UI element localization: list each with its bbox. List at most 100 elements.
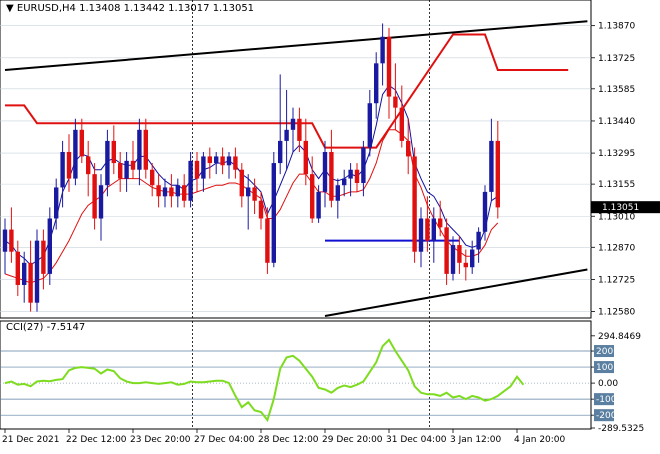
candle-body bbox=[450, 245, 456, 274]
candle-body bbox=[335, 185, 340, 201]
candle-body bbox=[425, 218, 430, 241]
candle-body bbox=[399, 107, 404, 141]
candle-body bbox=[73, 129, 78, 179]
cci-plot-frame bbox=[0, 320, 592, 430]
current-price-marker bbox=[591, 201, 660, 214]
collapse-arrow-icon[interactable]: ▼ bbox=[6, 3, 14, 14]
upper-trendline bbox=[4, 20, 588, 71]
price-tick-label: 1.12870 bbox=[598, 243, 635, 253]
candle-body bbox=[182, 185, 187, 201]
candle-body bbox=[47, 218, 52, 274]
symbol-label: EURUSD,H4 bbox=[16, 3, 76, 14]
candle-body bbox=[418, 218, 424, 252]
price-axis: 1.13870 1.13725 1.13585 1.13440 1.13295 1.131… bbox=[591, 22, 660, 318]
candle-body bbox=[252, 187, 257, 201]
candle-body bbox=[354, 169, 360, 184]
candle-body bbox=[118, 163, 123, 179]
price-tick-label: 1.13725 bbox=[598, 54, 635, 64]
chart-header: ▼ EURUSD,H4 1.13408 1.13442 1.13017 1.13… bbox=[6, 3, 254, 14]
candle-body bbox=[175, 185, 180, 197]
price-tick-label: 1.12580 bbox=[598, 308, 635, 318]
candle-body bbox=[393, 96, 398, 108]
candle-body bbox=[162, 187, 168, 197]
time-tick-label: 3 Jan 12:00 bbox=[450, 435, 502, 445]
candle-body bbox=[246, 187, 251, 197]
candle-body bbox=[79, 129, 84, 157]
candle-body bbox=[329, 151, 334, 201]
candle-body bbox=[316, 191, 321, 219]
price-tick-label: 1.13440 bbox=[598, 117, 635, 127]
candle-body bbox=[438, 218, 443, 228]
time-tick-label: 27 Dec 04:00 bbox=[194, 435, 255, 445]
candle-body bbox=[111, 140, 116, 164]
candle-body bbox=[214, 156, 219, 164]
candle-body bbox=[284, 129, 289, 141]
candle-body bbox=[258, 200, 264, 219]
candle-body bbox=[105, 140, 110, 186]
cci-line bbox=[4, 338, 525, 423]
candle-body bbox=[380, 36, 385, 64]
candle-body bbox=[374, 63, 379, 104]
price-tick-label: 1.13155 bbox=[598, 180, 635, 190]
candle-body bbox=[22, 262, 27, 285]
cci-level-marker bbox=[594, 361, 614, 374]
candle-body bbox=[92, 174, 97, 219]
candle-body bbox=[194, 160, 200, 179]
candle-body bbox=[156, 185, 161, 197]
candle-body bbox=[137, 129, 142, 170]
cci-level-marker bbox=[594, 393, 614, 406]
cci-tick-label: 0.00 bbox=[598, 379, 618, 389]
candle-body bbox=[86, 156, 91, 175]
cci-tick-label: 200 bbox=[596, 347, 613, 357]
candle-body bbox=[239, 169, 244, 197]
candle-body bbox=[482, 191, 488, 232]
candle-body bbox=[271, 163, 276, 263]
time-tick-label: 23 Dec 20:00 bbox=[130, 435, 191, 445]
candle-body bbox=[2, 229, 8, 252]
cci-tick-label: -100 bbox=[596, 395, 617, 405]
cci-tick-label: 294.8469 bbox=[598, 332, 641, 342]
time-tick-label: 31 Dec 04:00 bbox=[386, 435, 447, 445]
candle-body bbox=[9, 229, 14, 252]
candle-body bbox=[207, 156, 212, 164]
candle-body bbox=[303, 140, 308, 175]
cci-level-marker bbox=[594, 345, 614, 358]
candle-body bbox=[34, 240, 40, 303]
time-axis: 21 Dec 2021 22 Dec 12:00 23 Dec 20:00 27 De… bbox=[2, 429, 566, 445]
candle-body bbox=[130, 160, 136, 170]
candle-body bbox=[220, 156, 225, 166]
candle-body bbox=[406, 140, 411, 157]
candle-body bbox=[489, 140, 494, 192]
candle-body bbox=[66, 151, 72, 179]
time-tick-label: 29 Dec 20:00 bbox=[322, 435, 383, 445]
price-tick-label: 1.12725 bbox=[598, 275, 635, 285]
time-tick-label: 22 Dec 12:00 bbox=[66, 435, 127, 445]
cci-tick-label: -200 bbox=[596, 411, 617, 421]
candle-body bbox=[361, 147, 366, 184]
candle-body bbox=[444, 227, 449, 274]
candle-body bbox=[201, 156, 206, 179]
candle-body bbox=[412, 156, 417, 252]
candle-body bbox=[431, 218, 436, 241]
candle-body bbox=[54, 187, 59, 219]
candle-body bbox=[124, 160, 129, 179]
resistance-line bbox=[5, 33, 569, 149]
price-tick-label: 1.13295 bbox=[598, 149, 635, 159]
current-price-label: 1.13051 bbox=[602, 203, 639, 213]
candle-body bbox=[143, 129, 148, 170]
cci-axis: 294.8469 200 100 0.00 -100 -200 -289.5325 bbox=[591, 332, 644, 434]
price-tick-label: 1.13585 bbox=[598, 85, 635, 95]
cci-series bbox=[4, 338, 525, 423]
cci-level-marker bbox=[594, 409, 614, 422]
cci-tick-label: 100 bbox=[596, 363, 613, 373]
lower-trendline bbox=[324, 268, 588, 317]
candle-body bbox=[188, 160, 193, 201]
candle-body bbox=[342, 178, 347, 186]
candle-body bbox=[226, 156, 232, 166]
price-tick-label: 1.13870 bbox=[598, 22, 635, 32]
candle-body bbox=[322, 151, 328, 192]
candle-body bbox=[28, 262, 33, 303]
candle-body bbox=[265, 218, 270, 263]
time-tick-label: 21 Dec 2021 bbox=[2, 435, 60, 445]
